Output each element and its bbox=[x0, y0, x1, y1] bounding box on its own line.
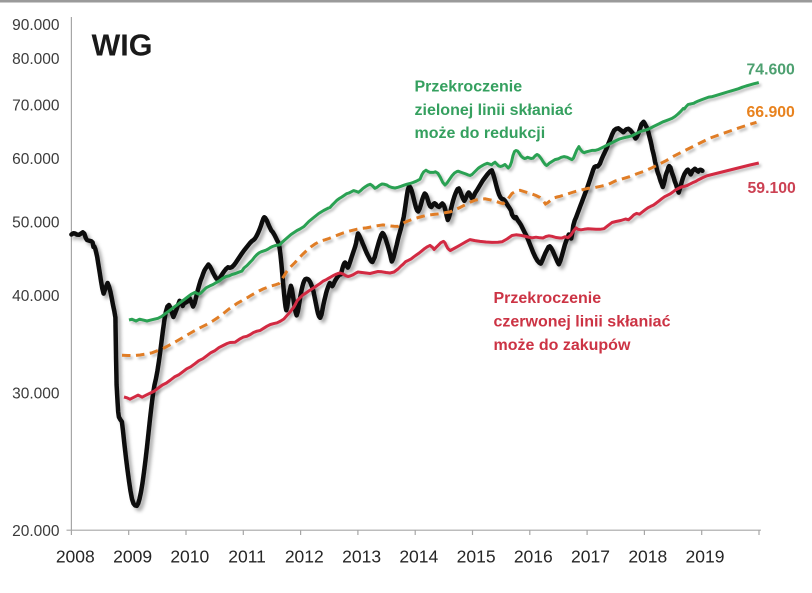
svg-text:70.000: 70.000 bbox=[12, 98, 60, 115]
svg-text:2013: 2013 bbox=[342, 547, 381, 567]
svg-text:WIG: WIG bbox=[92, 28, 153, 62]
svg-text:59.100: 59.100 bbox=[748, 180, 797, 197]
svg-text:2019: 2019 bbox=[686, 547, 725, 567]
svg-text:2017: 2017 bbox=[571, 547, 610, 567]
svg-text:50.000: 50.000 bbox=[12, 215, 60, 232]
svg-text:2009: 2009 bbox=[113, 547, 152, 567]
svg-text:66.900: 66.900 bbox=[747, 104, 796, 121]
svg-text:40.000: 40.000 bbox=[12, 288, 60, 305]
svg-text:2014: 2014 bbox=[399, 547, 438, 567]
svg-text:20.000: 20.000 bbox=[12, 523, 60, 540]
svg-text:80.000: 80.000 bbox=[12, 51, 60, 68]
svg-text:Przekroczenie: Przekroczenie bbox=[494, 290, 602, 307]
svg-text:30.000: 30.000 bbox=[12, 386, 60, 403]
svg-text:60.000: 60.000 bbox=[12, 151, 60, 168]
svg-text:2008: 2008 bbox=[56, 547, 95, 567]
svg-text:74.600: 74.600 bbox=[747, 61, 796, 78]
svg-text:2010: 2010 bbox=[170, 547, 209, 567]
svg-text:czerwonej linii skłaniać: czerwonej linii skłaniać bbox=[494, 314, 671, 331]
svg-text:2011: 2011 bbox=[228, 547, 266, 567]
svg-text:90.000: 90.000 bbox=[12, 17, 60, 34]
svg-text:2015: 2015 bbox=[457, 547, 496, 567]
svg-text:Przekroczenie: Przekroczenie bbox=[415, 79, 523, 96]
svg-text:może do zakupów: może do zakupów bbox=[494, 337, 631, 354]
svg-text:może do redukcji: może do redukcji bbox=[415, 125, 546, 142]
svg-text:2018: 2018 bbox=[628, 547, 667, 567]
svg-text:2012: 2012 bbox=[285, 547, 324, 567]
svg-text:2016: 2016 bbox=[514, 547, 553, 567]
svg-text:zielonej linii skłaniać: zielonej linii skłaniać bbox=[415, 102, 573, 119]
